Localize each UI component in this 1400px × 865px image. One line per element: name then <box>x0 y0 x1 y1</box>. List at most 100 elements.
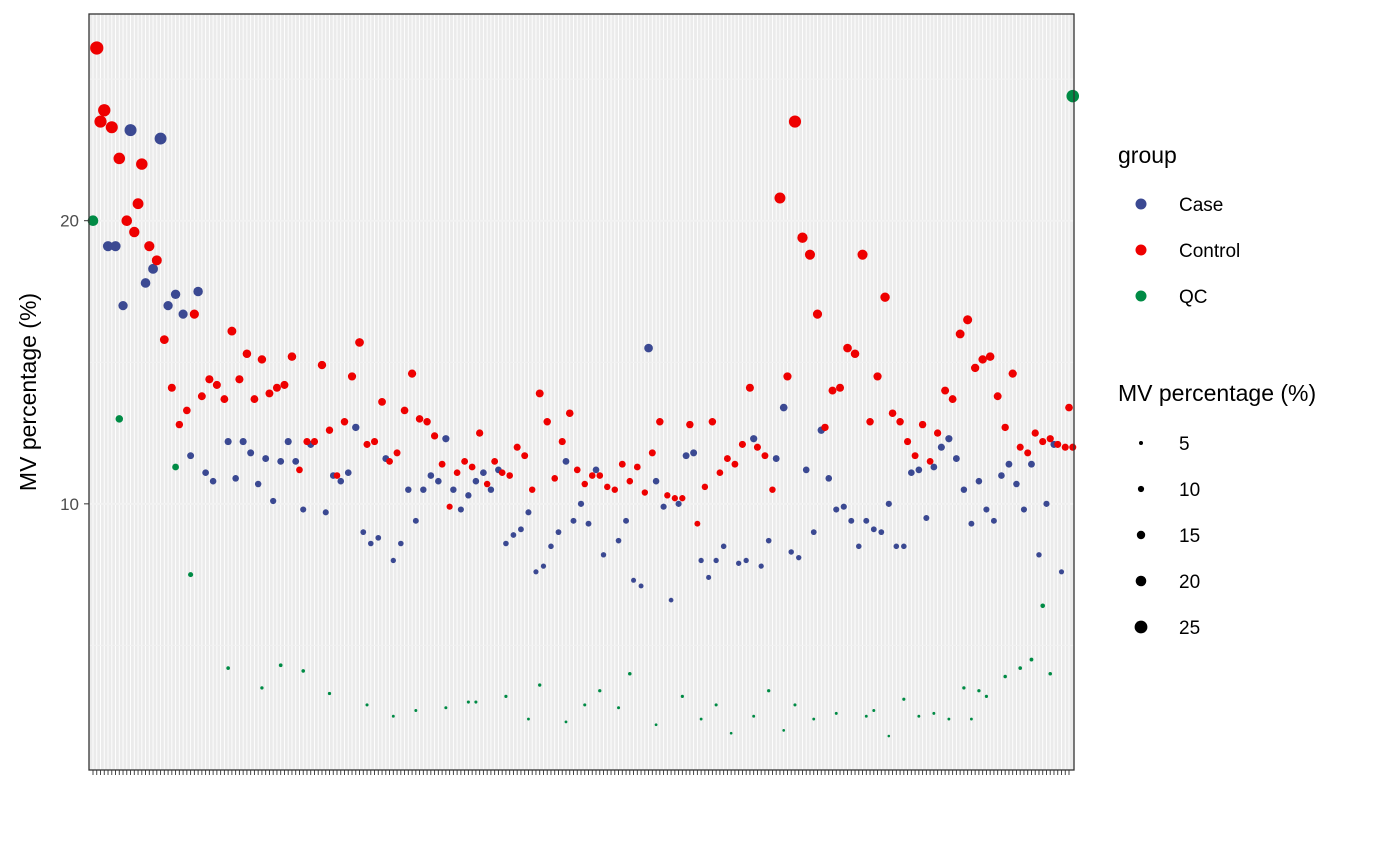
data-point-control <box>121 215 133 226</box>
data-point-control <box>551 475 559 482</box>
data-point-control <box>948 395 957 403</box>
data-point-qc <box>962 686 966 690</box>
data-point-control <box>287 352 297 361</box>
data-point-control <box>506 472 513 479</box>
data-point-case <box>833 506 840 513</box>
data-point-case <box>262 455 270 462</box>
data-point-case <box>796 554 802 561</box>
data-point-control <box>220 395 229 403</box>
data-point-case <box>825 475 833 482</box>
data-point-case <box>555 529 562 536</box>
data-point-control <box>804 249 816 260</box>
size-legend-label: 10 <box>1179 480 1200 501</box>
data-point-qc <box>917 714 921 718</box>
data-point-case <box>1028 460 1035 468</box>
data-point-case <box>533 569 539 575</box>
data-point-control <box>896 417 904 426</box>
data-point-case <box>1005 460 1013 468</box>
data-point-control <box>310 437 319 446</box>
data-point-qc <box>87 215 99 226</box>
data-point-control <box>205 375 214 384</box>
data-point-qc <box>1018 666 1023 670</box>
data-point-control <box>745 383 754 392</box>
data-point-control <box>648 449 656 457</box>
data-point-control <box>933 429 942 437</box>
data-point-control <box>415 415 424 423</box>
data-point-qc <box>977 689 981 693</box>
data-point-control <box>904 437 912 446</box>
data-point-control <box>423 417 431 426</box>
data-point-qc <box>714 703 718 707</box>
data-point-control <box>565 409 574 418</box>
data-point-control <box>136 158 148 170</box>
data-point-case <box>968 520 975 527</box>
data-point-qc <box>793 703 797 707</box>
data-point-control <box>340 417 349 426</box>
data-point-control <box>581 480 588 488</box>
data-point-case <box>140 278 151 288</box>
data-point-control <box>641 489 649 496</box>
data-point-control <box>873 372 882 381</box>
legend-label-control: Control <box>1179 241 1240 262</box>
data-point-control <box>280 380 289 389</box>
data-point-qc <box>654 723 658 727</box>
data-point-control <box>528 486 536 493</box>
data-point-case <box>510 532 517 538</box>
data-point-control <box>1054 440 1062 448</box>
y-tick-label: 20 <box>60 212 79 231</box>
data-point-case <box>367 540 374 547</box>
data-point-control <box>671 495 678 502</box>
data-point-qc <box>583 703 587 707</box>
data-point-qc <box>617 706 621 710</box>
data-point-qc <box>864 714 868 718</box>
data-point-case <box>337 477 345 485</box>
data-point-case <box>270 497 277 505</box>
data-point-case <box>352 423 360 432</box>
data-point-case <box>668 597 674 603</box>
data-point-case <box>765 537 772 544</box>
data-point-case <box>344 469 352 477</box>
data-point-qc <box>226 666 230 670</box>
data-point-control <box>1039 437 1047 446</box>
data-point-qc <box>391 714 395 718</box>
data-point-control <box>985 352 995 361</box>
data-point-case <box>915 466 923 474</box>
legend-label-qc: QC <box>1179 287 1208 308</box>
data-point-control <box>1016 443 1024 451</box>
data-point-qc <box>278 663 283 668</box>
data-point-case <box>503 540 509 547</box>
data-point-case <box>154 132 167 145</box>
data-point-case <box>472 477 480 485</box>
data-point-qc <box>680 694 684 698</box>
data-point-case <box>427 472 435 479</box>
data-point-control <box>430 432 439 440</box>
data-point-control <box>716 469 724 477</box>
color-legend-title: group <box>1118 142 1177 168</box>
size-legend-label: 5 <box>1179 434 1190 455</box>
data-point-case <box>1036 552 1042 558</box>
data-point-control <box>355 338 364 347</box>
data-point-qc <box>474 700 478 704</box>
data-point-qc <box>598 689 602 693</box>
data-point-qc <box>301 669 306 673</box>
data-point-control <box>1061 443 1069 451</box>
data-point-control <box>235 375 244 384</box>
data-point-control <box>132 198 144 210</box>
data-point-control <box>633 463 641 471</box>
data-point-case <box>930 463 938 471</box>
data-point-control <box>596 472 604 479</box>
data-point-qc <box>872 709 876 713</box>
data-point-control <box>543 417 551 426</box>
data-point-case <box>284 437 292 446</box>
data-point-control <box>189 309 199 319</box>
size-legend-key <box>1139 441 1143 445</box>
legend-key-control <box>1135 244 1147 256</box>
data-point-control <box>90 41 104 55</box>
data-point-control <box>797 232 808 243</box>
data-point-case <box>698 557 704 564</box>
data-point-case <box>209 477 217 485</box>
data-point-case <box>1013 480 1020 488</box>
data-point-qc <box>115 415 124 423</box>
data-point-control <box>197 392 206 401</box>
data-point-case <box>638 583 644 589</box>
